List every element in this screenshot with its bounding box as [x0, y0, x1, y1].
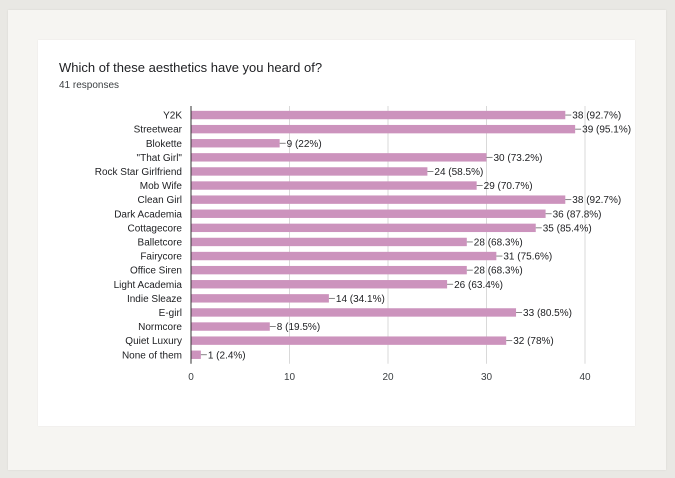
bar	[191, 237, 467, 247]
data-label: 1 (2.4%)	[208, 350, 246, 361]
category-label: E-girl	[159, 308, 182, 319]
category-label: Normcore	[138, 322, 182, 333]
data-label: 28 (68.3%)	[474, 266, 523, 277]
category-label: Blokette	[146, 139, 183, 150]
category-label: Balletcore	[138, 237, 183, 248]
bar	[191, 350, 201, 359]
category-label: Dark Academia	[114, 209, 182, 220]
bar	[191, 181, 477, 190]
category-label: Clean Girl	[138, 195, 182, 206]
data-label: 28 (68.3%)	[474, 237, 523, 248]
x-tick-label: 30	[481, 372, 493, 383]
bar	[191, 167, 428, 176]
category-label: Light Academia	[114, 280, 183, 291]
bar	[191, 124, 576, 134]
data-label: 39 (95.1%)	[582, 125, 631, 136]
bar	[191, 294, 329, 303]
x-tick-label: 10	[284, 372, 296, 383]
category-label: Y2K	[163, 111, 182, 122]
response-count: 41 responses	[59, 80, 120, 91]
category-label: Streetwear	[134, 125, 183, 136]
x-tick-label: 20	[382, 372, 394, 383]
bar	[191, 265, 467, 275]
category-label: Indie Sleaze	[127, 294, 182, 305]
data-label: 38 (92.7%)	[572, 111, 621, 122]
x-tick-label: 40	[579, 372, 591, 383]
category-label: None of them	[122, 350, 182, 361]
chart-title: Which of these aesthetics have you heard…	[59, 60, 323, 75]
category-label: Cottagecore	[128, 223, 183, 234]
chart-card: Which of these aesthetics have you heard…	[38, 40, 635, 426]
bar	[191, 153, 487, 162]
bar	[191, 280, 448, 289]
data-label: 8 (19.5%)	[277, 322, 320, 333]
category-label: Rock Star Girlfriend	[95, 167, 182, 178]
data-label: 35 (85.4%)	[543, 223, 592, 234]
data-label: 26 (63.4%)	[454, 280, 503, 291]
data-label: 24 (58.5%)	[434, 167, 483, 178]
category-label: Office Siren	[130, 266, 182, 277]
x-tick-label: 0	[188, 372, 194, 383]
bar	[191, 223, 536, 233]
data-label: 33 (80.5%)	[523, 308, 572, 319]
category-label: "That Girl"	[137, 153, 183, 164]
category-label: Mob Wife	[140, 181, 183, 192]
bar-chart: 0 10 20 30 40 Y2K 38 (92.7%) Streetwear 39 (95.1…	[95, 106, 631, 383]
category-label: Fairycore	[140, 252, 182, 263]
bar	[191, 336, 507, 345]
data-label: 32 (78%)	[513, 336, 554, 347]
data-label: 30 (73.2%)	[494, 153, 543, 164]
data-label: 29 (70.7%)	[484, 181, 533, 192]
data-label: 9 (22%)	[287, 139, 322, 150]
bar	[191, 139, 280, 148]
bar	[191, 110, 566, 120]
category-label: Quiet Luxury	[125, 336, 182, 347]
data-label: 38 (92.7%)	[572, 195, 621, 206]
bar	[191, 251, 497, 261]
bar	[191, 209, 546, 218]
data-label: 36 (87.8%)	[553, 209, 602, 220]
data-label: 31 (75.6%)	[503, 252, 552, 263]
bar	[191, 322, 270, 331]
bar	[191, 195, 566, 204]
bar	[191, 308, 517, 317]
data-label: 14 (34.1%)	[336, 294, 385, 305]
